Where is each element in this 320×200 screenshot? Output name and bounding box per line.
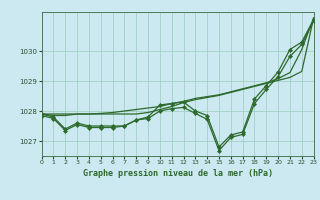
X-axis label: Graphe pression niveau de la mer (hPa): Graphe pression niveau de la mer (hPa) (83, 169, 273, 178)
